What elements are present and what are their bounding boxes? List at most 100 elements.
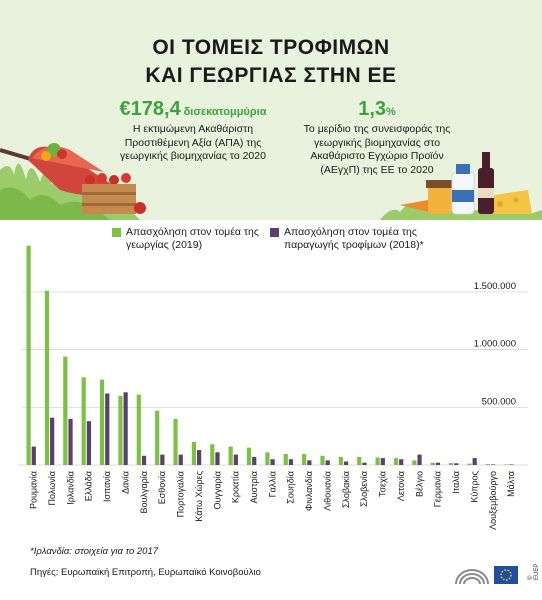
bar-agriculture <box>191 441 197 465</box>
bar-food <box>233 454 238 465</box>
y-tick-label: 1.000.000 <box>474 339 516 350</box>
legend-swatch-food <box>270 228 279 237</box>
bar-food <box>160 454 165 465</box>
jar-icon <box>426 180 454 214</box>
x-tick-label: Μάλτα <box>506 471 516 497</box>
page-title-line1: ΟΙ ΤΟΜΕΙΣ ΤΡΟΦΙΜΩΝ <box>152 36 390 59</box>
gva-description: Η εκτιμώμενη Ακαθάριστη Προστιθέμενη Αξί… <box>120 123 266 162</box>
bar-agriculture <box>136 394 141 465</box>
x-tick-label: Λιθουανία <box>322 471 332 511</box>
bar-food <box>68 418 73 465</box>
x-tick-label: Σλοβακία <box>341 471 351 508</box>
gdp-share-value: 1,3 <box>358 98 387 120</box>
wine-bottle-icon <box>478 152 494 214</box>
x-tick-label: Πολωνία <box>47 471 57 505</box>
legend-label-food: Απασχόληση στον τομέα της παραγωγής τροφ… <box>284 226 424 251</box>
x-tick-label: Κάτω Χώρες <box>194 470 204 521</box>
copyright-mark: © EUEP <box>528 563 540 580</box>
chart-legend: Απασχόληση στον τομέα της γεωργίας (2019… <box>0 226 542 266</box>
x-tick-label: Κροατία <box>231 471 241 503</box>
x-tick-label: Ιρλανδία <box>65 471 75 505</box>
bar-food <box>509 464 514 465</box>
apple-crate-icon <box>82 173 146 214</box>
grass-right-icon <box>380 204 542 220</box>
x-tick-label: Ελλάδα <box>84 471 94 501</box>
bar-agriculture <box>338 456 343 465</box>
x-tick-label: Σλοβενία <box>359 471 369 507</box>
bar-food <box>380 458 385 465</box>
bar-agriculture <box>210 444 215 465</box>
bar-food <box>399 459 404 465</box>
page-title-line2: ΚΑΙ ΓΕΩΡΓΙΑΣ ΣΤΗΝ ΕΕ <box>145 64 397 87</box>
x-tick-label: Βέλγιο <box>414 471 424 497</box>
employment-bar-chart: 500.000 1.000.000 1.500.000 Ρουμανία Πολωνία… <box>18 245 528 530</box>
x-tick-label: Ουγγαρία <box>212 471 222 509</box>
bar-agriculture <box>467 463 472 465</box>
bar-food <box>197 450 202 465</box>
bar-agriculture <box>81 377 86 465</box>
gdp-share-description: Το μερίδιο της συνεισφοράς της γεωργικής… <box>303 123 451 176</box>
x-tick-label: Ρουμανία <box>29 471 39 509</box>
bar-agriculture <box>320 455 325 465</box>
bar-agriculture <box>246 447 252 465</box>
x-tick-label: Ιταλία <box>451 471 461 494</box>
x-tick-label: Εσθονία <box>157 471 167 504</box>
bar-agriculture <box>302 454 307 465</box>
bar-agriculture <box>375 457 380 465</box>
bar-agriculture <box>283 454 288 465</box>
cheese-icon <box>488 190 532 214</box>
x-tick-label: Δανία <box>120 471 130 494</box>
bar-agriculture <box>26 245 31 465</box>
eu-flag-icon <box>494 566 518 584</box>
footnote: *Ιρλανδία: στοιχεία για το 2017 <box>30 546 159 557</box>
x-tick-label: Λετονία <box>396 471 406 501</box>
bar-agriculture <box>173 418 178 465</box>
bar-food <box>325 460 330 465</box>
bar-food <box>215 452 220 465</box>
x-tick-label: Γερμανία <box>433 471 443 507</box>
legend-label-agriculture: Απασχόληση στον τομέα της γεωργίας (2019… <box>126 226 259 251</box>
gdp-share-stat: 1,3% Το μερίδιο της συνεισφοράς της γεωρ… <box>292 97 462 177</box>
parliament-hemicycle-icon <box>455 569 489 585</box>
bar-food <box>454 463 459 465</box>
bar-food <box>472 458 477 465</box>
bar-food <box>31 446 36 465</box>
bar-agriculture <box>357 456 362 465</box>
x-tick-label: Φινλανδία <box>304 471 314 511</box>
bar-agriculture <box>265 452 270 465</box>
bar-agriculture <box>504 464 509 465</box>
gva-stat-headline: €178,4 δισεκατομμύρια <box>108 97 278 121</box>
bar-food <box>252 456 257 465</box>
x-tick-label: Γαλλία <box>267 471 277 497</box>
x-tick-label: Πορτογαλία <box>176 471 186 517</box>
x-tick-label: Ισπανία <box>102 471 112 502</box>
sources: Πηγές: Ευρωπαϊκή Επιτροπή, Ευρωπαϊκό Κοι… <box>30 567 261 578</box>
header-illustration <box>0 143 542 220</box>
logos <box>455 566 518 585</box>
gva-unit: δισεκατομμύρια <box>183 106 267 118</box>
bar-food <box>435 462 441 465</box>
x-tick-label: Αυστρία <box>249 471 259 503</box>
bar-food <box>105 393 110 465</box>
bar-agriculture <box>430 462 435 465</box>
bar-food <box>362 462 367 465</box>
bar-food <box>490 464 496 465</box>
x-tick-label: Κύπρος <box>469 470 479 502</box>
x-tick-label: Σουηδία <box>286 471 296 504</box>
bar-agriculture <box>393 458 399 465</box>
bar-agriculture <box>485 464 490 465</box>
y-tick-label: 1.500.000 <box>474 281 516 292</box>
gdp-share-headline: 1,3% <box>292 97 462 121</box>
header-banner: ΟΙ ΤΟΜΕΙΣ ΤΡΟΦΙΜΩΝ ΚΑΙ ΓΕΩΡΓΙΑΣ ΣΤΗΝ ΕΕ … <box>0 0 542 220</box>
bar-food <box>86 421 91 465</box>
bar-food <box>343 461 349 465</box>
bar-agriculture <box>155 410 160 465</box>
bar-food <box>417 454 422 465</box>
gva-value: €178,4 <box>119 98 181 120</box>
bar-agriculture <box>44 290 50 465</box>
bar-food <box>288 459 294 465</box>
gdp-share-unit: % <box>386 106 396 118</box>
x-tick-label: Βουλγαρία <box>139 471 149 513</box>
bar-food <box>270 459 275 465</box>
